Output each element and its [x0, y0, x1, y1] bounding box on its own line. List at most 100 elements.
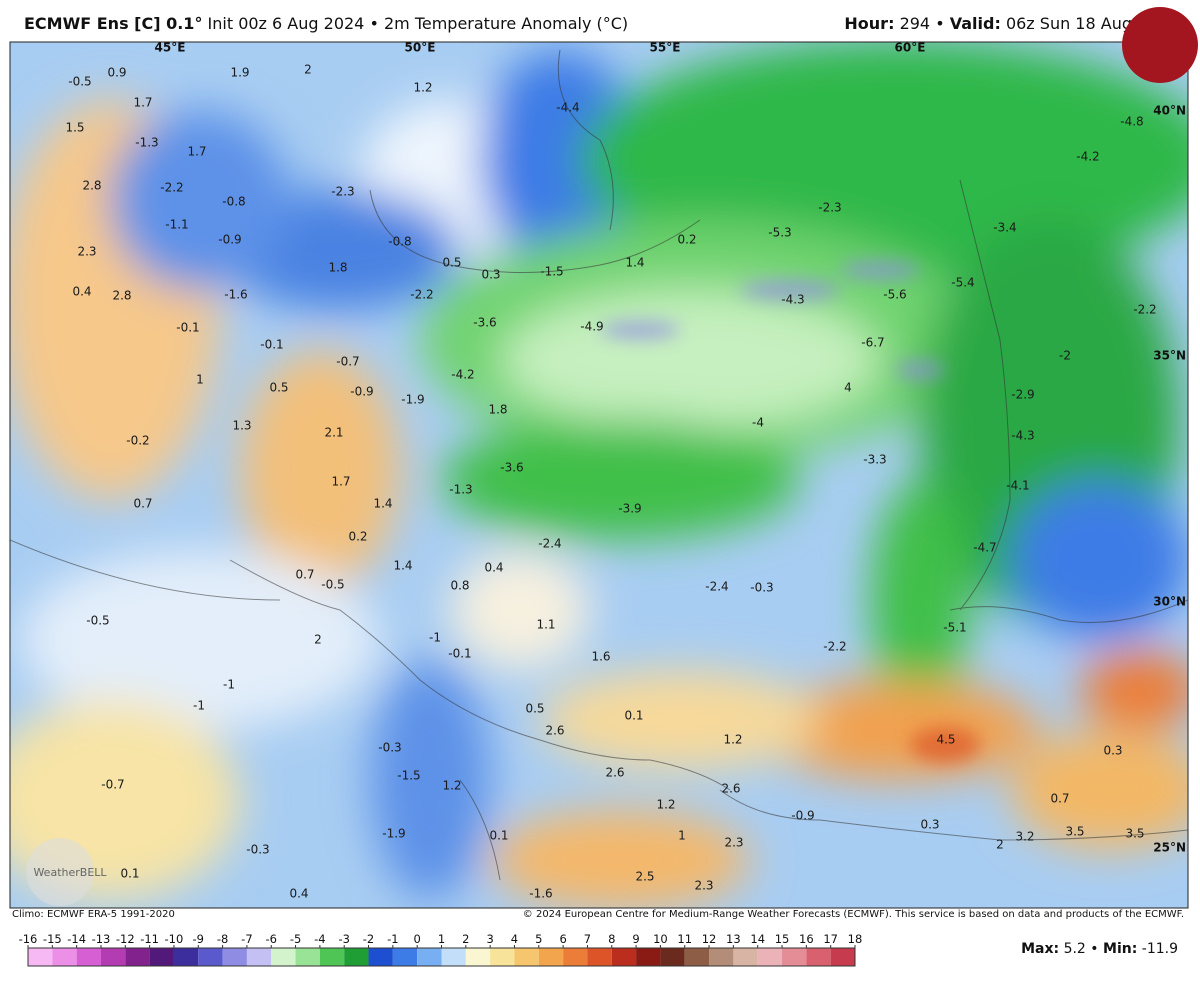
anomaly-label: -5.3 — [768, 226, 791, 240]
valid: 06z Sun 18 Aug — [1005, 14, 1132, 33]
anomaly-label: 0.1 — [624, 709, 643, 723]
anomaly-label: -0.9 — [791, 809, 814, 823]
anomaly-label: -0.5 — [68, 75, 91, 89]
anomaly-label: -1.9 — [401, 393, 424, 407]
anomaly-label: 1.7 — [187, 145, 206, 159]
anomaly-label: 2.6 — [721, 782, 740, 796]
anomaly-label: 1.2 — [656, 798, 675, 812]
colorbar-tick-label: -5 — [290, 932, 301, 946]
anomaly-label: -0.7 — [101, 778, 124, 792]
colorbar-tick-label: 9 — [632, 932, 639, 946]
colorbar-bin — [490, 948, 515, 966]
anomaly-label: -3.3 — [863, 453, 886, 467]
colorbar-tick-label: -10 — [165, 932, 184, 946]
anomaly-label: 2 — [996, 838, 1004, 852]
colorbar-bin — [76, 948, 101, 966]
anomaly-label: -3.4 — [993, 221, 1016, 235]
anomaly-label: -1.5 — [397, 769, 420, 783]
anomaly-label: -1.1 — [165, 218, 188, 232]
colorbar-bin — [587, 948, 612, 966]
colorbar-tick-label: -8 — [217, 932, 228, 946]
anomaly-label: -4.9 — [580, 320, 603, 334]
longitude-label: 60°E — [895, 41, 926, 55]
anomaly-label: 1 — [196, 373, 204, 387]
colorbar-tick-label: 8 — [608, 932, 615, 946]
anomaly-label: 2.8 — [82, 179, 101, 193]
colorbar: -16 -15 -14 -13 -12 -11 -10 -9 -8 -7 -6 -5 -4 -3 -2 -1 0… — [19, 932, 862, 967]
anomaly-label: 1.2 — [413, 81, 432, 95]
anomaly-label: -1 — [223, 678, 235, 692]
anomaly-label: 4 — [844, 381, 852, 395]
anomaly-label: -0.9 — [218, 233, 241, 247]
colorbar-tick-label: 11 — [677, 932, 692, 946]
colorbar-tick-label: -7 — [241, 932, 252, 946]
anomaly-label: -1.3 — [135, 136, 158, 150]
anomaly-label: 0.5 — [525, 702, 544, 716]
colorbar-bin — [344, 948, 369, 966]
latitude-label: 25°N — [1153, 841, 1186, 855]
anomaly-label: -0.1 — [176, 321, 199, 335]
colorbar-tick-label: 3 — [486, 932, 493, 946]
anomaly-field — [10, 42, 1188, 908]
anomaly-label: -2.4 — [705, 580, 728, 594]
anomaly-label: 1.5 — [65, 121, 84, 135]
colorbar-tick-label: -11 — [140, 932, 159, 946]
colorbar-bin — [538, 948, 564, 966]
colorbar-bin — [173, 948, 199, 966]
logo: WeatherBELL — [26, 7, 1198, 906]
anomaly-label: -4.8 — [1120, 115, 1143, 129]
anomaly-label: -4.7 — [973, 541, 996, 555]
colorbar-bin — [222, 948, 247, 966]
colorbar-tick-label: -1 — [387, 932, 398, 946]
colorbar-tick-label: 2 — [462, 932, 469, 946]
anomaly-label: 1.8 — [488, 403, 507, 417]
anomaly-label: -3.6 — [473, 316, 496, 330]
colorbar-bin — [441, 948, 466, 966]
anomaly-label: 3.2 — [1015, 830, 1034, 844]
anomaly-label: 1.4 — [373, 497, 392, 511]
copyright: © 2024 European Centre for Medium-Range … — [522, 909, 1184, 920]
map: 45°E 50°E 55°E 60°E 40°N 35°N 30°N 25°N -0.5 0.9… — [9, 7, 1198, 909]
anomaly-label: 3.5 — [1065, 825, 1084, 839]
colorbar-bin — [271, 948, 296, 966]
anomaly-label: 2.3 — [77, 245, 96, 259]
colorbar-bin — [125, 948, 150, 966]
anomaly-label: 0.3 — [481, 268, 500, 282]
anomaly-label: -2.2 — [823, 640, 846, 654]
colorbar-bin — [368, 948, 393, 966]
hour-label: Hour: — [844, 14, 895, 33]
colorbar-tick-label: -3 — [338, 932, 349, 946]
anomaly-label: -3.6 — [500, 461, 523, 475]
anomaly-label: -2.3 — [818, 201, 841, 215]
anomaly-label: -5.1 — [943, 621, 966, 635]
anomaly-label: -1.5 — [540, 265, 563, 279]
longitude-label: 45°E — [155, 41, 186, 55]
coastlines — [10, 49, 1188, 881]
anomaly-label: 1.4 — [625, 256, 644, 270]
colorbar-bin — [417, 948, 442, 966]
colorbar-tick-label: 16 — [799, 932, 814, 946]
colorbar-tick-label: 4 — [511, 932, 518, 946]
anomaly-label: 1.2 — [442, 779, 461, 793]
graticule-labels: 45°E 50°E 55°E 60°E 40°N 35°N 30°N 25°N — [155, 41, 1186, 855]
anomaly-label: -4.2 — [1076, 150, 1099, 164]
anomaly-label: -0.1 — [448, 647, 471, 661]
colorbar-bin — [563, 948, 588, 966]
colorbar-tick-label: 6 — [559, 932, 566, 946]
anomaly-label: -5.6 — [883, 288, 906, 302]
anomaly-label: 1.8 — [328, 261, 347, 275]
min-value: -11.9 — [1141, 941, 1178, 957]
colorbar-tick-label: -12 — [116, 932, 135, 946]
map-frame — [9, 41, 1189, 909]
anomaly-label: 2.3 — [724, 836, 743, 850]
max-value: 5.2 — [1063, 941, 1086, 957]
colorbar-bin — [295, 948, 320, 966]
max-label: Max: — [1021, 941, 1060, 957]
anomaly-label: 0.8 — [450, 579, 469, 593]
anomaly-label: -4.3 — [781, 293, 804, 307]
colorbar-tick-label: 10 — [653, 932, 668, 946]
anomaly-label: -1.6 — [224, 288, 247, 302]
anomaly-label: 1.7 — [133, 96, 152, 110]
anomaly-label: -1.3 — [449, 483, 472, 497]
